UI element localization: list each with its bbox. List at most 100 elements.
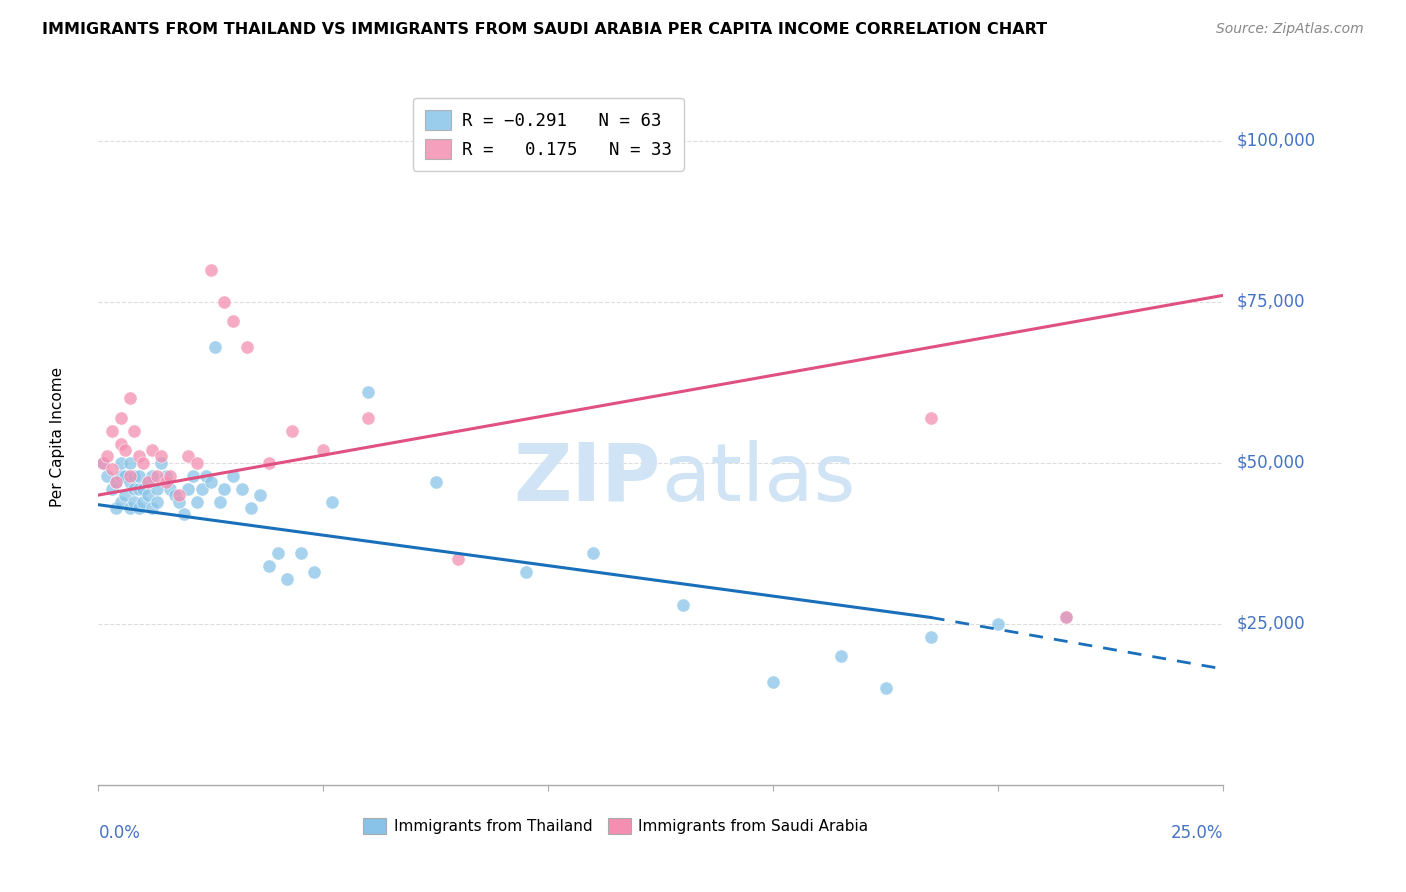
- Text: Source: ZipAtlas.com: Source: ZipAtlas.com: [1216, 22, 1364, 37]
- Point: [163, 488, 186, 502]
- Point: [128, 468, 150, 483]
- Point: [150, 450, 173, 464]
- Point: [357, 410, 380, 425]
- Point: [222, 314, 245, 328]
- Point: [118, 392, 141, 406]
- Point: [159, 482, 181, 496]
- Point: [214, 482, 236, 496]
- Point: [136, 475, 159, 490]
- Point: [312, 442, 335, 457]
- Point: [304, 566, 326, 580]
- Point: [132, 456, 155, 470]
- Point: [920, 630, 942, 644]
- Point: [159, 468, 181, 483]
- Point: [141, 442, 163, 457]
- Point: [110, 468, 132, 483]
- Point: [290, 546, 312, 560]
- Point: [150, 456, 173, 470]
- Text: 0.0%: 0.0%: [98, 824, 141, 842]
- Point: [169, 488, 191, 502]
- Point: [114, 442, 136, 457]
- Point: [118, 500, 141, 515]
- Point: [186, 456, 208, 470]
- Point: [276, 572, 298, 586]
- Point: [191, 482, 214, 496]
- Point: [105, 475, 128, 490]
- Text: $100,000: $100,000: [1237, 132, 1316, 150]
- Point: [267, 546, 290, 560]
- Point: [101, 482, 124, 496]
- Point: [114, 488, 136, 502]
- Point: [231, 482, 253, 496]
- Y-axis label: Per Capita Income: Per Capita Income: [49, 367, 65, 508]
- Point: [118, 475, 141, 490]
- Point: [124, 424, 146, 438]
- Point: [259, 558, 281, 573]
- Point: [91, 456, 114, 470]
- Point: [200, 262, 222, 277]
- Text: $75,000: $75,000: [1237, 293, 1306, 310]
- Point: [204, 340, 226, 354]
- Point: [96, 450, 118, 464]
- Point: [177, 482, 200, 496]
- Point: [920, 410, 942, 425]
- Point: [582, 546, 605, 560]
- Point: [132, 494, 155, 508]
- Point: [425, 475, 447, 490]
- Point: [146, 482, 169, 496]
- Point: [240, 500, 263, 515]
- Point: [124, 468, 146, 483]
- Point: [987, 616, 1010, 631]
- Point: [141, 468, 163, 483]
- Point: [105, 475, 128, 490]
- Point: [136, 475, 159, 490]
- Point: [128, 450, 150, 464]
- Point: [128, 482, 150, 496]
- Text: $50,000: $50,000: [1237, 454, 1306, 472]
- Point: [91, 456, 114, 470]
- Point: [101, 424, 124, 438]
- Point: [515, 566, 537, 580]
- Point: [118, 456, 141, 470]
- Point: [208, 494, 231, 508]
- Point: [124, 494, 146, 508]
- Point: [110, 410, 132, 425]
- Point: [110, 456, 132, 470]
- Point: [357, 384, 380, 399]
- Point: [110, 436, 132, 450]
- Point: [1054, 610, 1077, 624]
- Point: [875, 681, 897, 696]
- Point: [132, 482, 155, 496]
- Point: [146, 468, 169, 483]
- Point: [222, 468, 245, 483]
- Point: [281, 424, 304, 438]
- Point: [155, 475, 177, 490]
- Point: [141, 500, 163, 515]
- Point: [321, 494, 343, 508]
- Point: [214, 294, 236, 309]
- Text: IMMIGRANTS FROM THAILAND VS IMMIGRANTS FROM SAUDI ARABIA PER CAPITA INCOME CORRE: IMMIGRANTS FROM THAILAND VS IMMIGRANTS F…: [42, 22, 1047, 37]
- Point: [118, 468, 141, 483]
- Point: [169, 494, 191, 508]
- Point: [1054, 610, 1077, 624]
- Point: [110, 494, 132, 508]
- Point: [186, 494, 208, 508]
- Point: [762, 674, 785, 689]
- Point: [830, 649, 852, 664]
- Text: $25,000: $25,000: [1237, 615, 1306, 633]
- Point: [105, 500, 128, 515]
- Text: ZIP: ZIP: [513, 440, 661, 518]
- Point: [177, 450, 200, 464]
- Point: [236, 340, 259, 354]
- Point: [114, 468, 136, 483]
- Point: [101, 462, 124, 476]
- Point: [181, 468, 204, 483]
- Point: [173, 508, 195, 522]
- Point: [155, 468, 177, 483]
- Point: [96, 468, 118, 483]
- Point: [200, 475, 222, 490]
- Point: [136, 488, 159, 502]
- Text: atlas: atlas: [661, 440, 855, 518]
- Point: [195, 468, 218, 483]
- Text: 25.0%: 25.0%: [1171, 824, 1223, 842]
